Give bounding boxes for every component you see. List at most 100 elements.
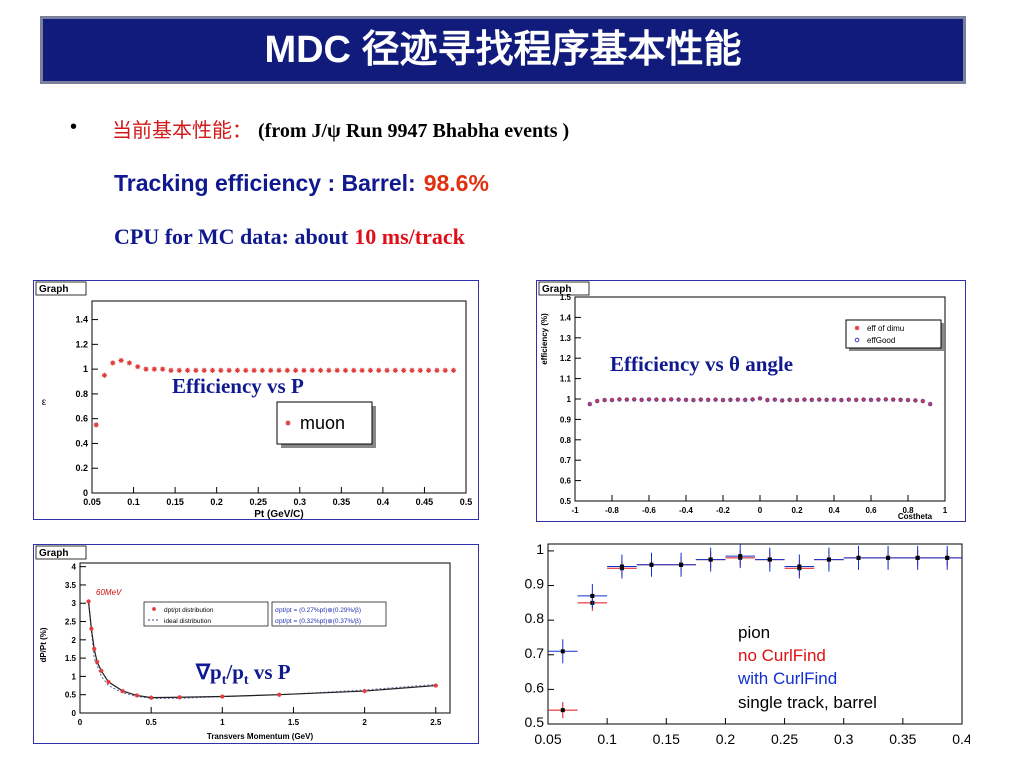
data-point [886, 555, 891, 560]
data-point [177, 695, 182, 700]
data-point [898, 397, 903, 402]
cpu-line: CPU for MC data: about 10 ms/track [114, 224, 465, 250]
x-tick-label: 0.8 [902, 506, 914, 515]
x-axis-title: Transvers Momentum (GeV) [207, 732, 314, 741]
data-point [276, 367, 282, 373]
x-tick-label: 1 [943, 506, 948, 515]
data-point [826, 557, 831, 562]
data-point [676, 397, 681, 402]
data-point [560, 708, 565, 713]
x-tick-label: 0.05 [83, 497, 101, 507]
data-point [450, 367, 457, 373]
data-point [824, 397, 829, 402]
data-point [758, 396, 762, 401]
x-tick-label: 0.15 [653, 731, 680, 746]
data-point [168, 367, 174, 373]
data-point [401, 367, 407, 373]
legend-marker [285, 420, 291, 426]
x-tick-label: 2 [362, 718, 367, 727]
data-point [151, 366, 157, 372]
y-tick-label: 2 [72, 636, 77, 645]
y-axis-title: dP/Pt (%) [39, 627, 48, 662]
x-tick-label: 0.2 [716, 731, 736, 746]
data-point [234, 367, 241, 373]
data-point [661, 397, 667, 403]
data-point [772, 397, 778, 402]
data-point [384, 367, 390, 373]
legend-label: effGood [867, 336, 895, 345]
data-point [594, 398, 600, 404]
formula-box [271, 601, 387, 627]
data-point [846, 397, 851, 402]
x-tick-label: 0.2 [791, 506, 803, 515]
data-point [367, 367, 374, 373]
y-tick-label: 1.4 [560, 313, 572, 322]
data-point [184, 367, 191, 373]
data-point [817, 397, 822, 402]
plot-frame [79, 562, 451, 714]
y-tick-label: 0.5 [65, 691, 77, 700]
data-point [118, 357, 124, 364]
data-point [661, 397, 666, 402]
data-point [243, 367, 249, 373]
x-tick-label: 0.4 [377, 497, 390, 507]
data-point [160, 366, 166, 372]
legend-label: muon [300, 413, 345, 433]
slide-title: MDC 径迹寻找程序基本性能 [40, 16, 966, 84]
x-tick-label: -0.2 [716, 506, 730, 515]
caption-efficiency-vs-theta: Efficiency vs θ angle [610, 352, 794, 376]
data-point [780, 398, 785, 403]
x-tick-label: 2.5 [430, 718, 442, 727]
data-point [890, 397, 896, 402]
x-tick-label: 0.35 [333, 497, 351, 507]
legend-marker [854, 337, 860, 343]
x-tick-label: 0.5 [460, 497, 473, 507]
data-point [434, 367, 440, 373]
y-tick-label: 1 [536, 541, 544, 557]
data-point [590, 593, 595, 598]
data-point [920, 399, 925, 403]
x-tick-label: 0.1 [127, 497, 140, 507]
pion-efficiency-chart: 0.05 0.1 0.15 0.2 0.25 0.3 0.35 0.4 0.5 0.6 0.7 0.8… [525, 541, 972, 747]
data-point [251, 367, 257, 373]
y-tick-label: 0.6 [560, 477, 572, 486]
efficiency-vs-p-chart: Graph 0.05 0.1 0.15 0.2 0.25 0.3 0.35 0.4 0.45 0.5… [35, 281, 473, 520]
data-point [646, 397, 652, 402]
data-point [218, 367, 224, 373]
x-axis-title: Costheta [898, 512, 933, 521]
data-point [617, 397, 622, 402]
y-tick-label: 0.5 [560, 497, 572, 506]
data-point [772, 397, 777, 402]
data-point [595, 399, 600, 403]
legend-marker [152, 607, 156, 611]
data-point [293, 367, 299, 373]
x-tick-label: 0.3 [294, 497, 307, 507]
caption-part: vs P [248, 660, 291, 684]
data-point [787, 397, 792, 403]
data-point [89, 626, 94, 632]
data-point [809, 397, 815, 403]
x-tick-label: -0.6 [642, 506, 656, 515]
y-tick-label: 1.5 [65, 654, 77, 663]
data-point [317, 367, 324, 373]
data-point [713, 397, 718, 402]
graph-title: Graph [542, 284, 571, 295]
y-tick-label: 4 [72, 563, 77, 572]
y-tick-label: 1.3 [560, 334, 572, 343]
y-tick-label: 0.2 [75, 463, 88, 473]
data-point [647, 397, 651, 402]
data-point [617, 397, 622, 402]
data-point [409, 367, 415, 373]
y-tick-label: 0 [83, 488, 88, 498]
data-point [698, 397, 703, 402]
cpu-label: CPU for MC data: about [114, 224, 349, 249]
data-point [93, 422, 99, 428]
y-axis-title: efficiency (%) [540, 313, 549, 365]
data-point [326, 367, 332, 373]
data-point [639, 397, 644, 402]
bullet-marker: • [70, 116, 78, 138]
data-point [691, 398, 696, 402]
data-point [334, 367, 340, 373]
data-point [735, 397, 741, 402]
data-point [839, 397, 844, 403]
